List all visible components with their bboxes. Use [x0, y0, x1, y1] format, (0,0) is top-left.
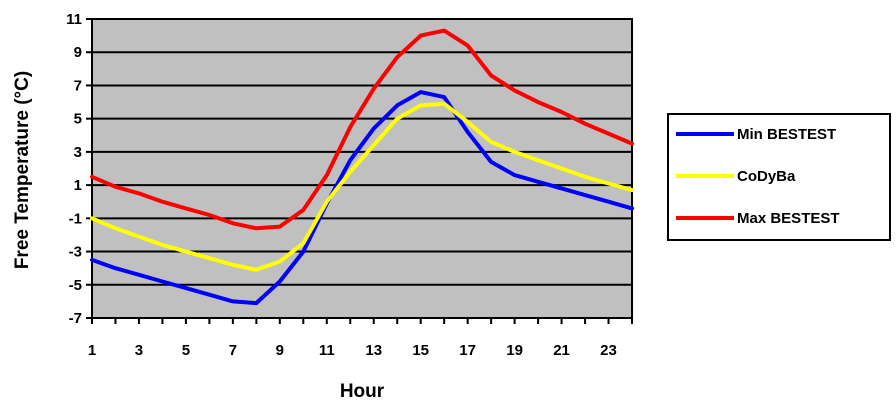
y-tick-label: 5: [74, 111, 82, 128]
series-line-max-bestest: [90, 28, 634, 231]
y-axis-ticks: -7 -5 -3 -1 1 3 5 7 9 11: [66, 11, 92, 327]
y-tick-label: -7: [69, 310, 82, 327]
y-tick-label: -5: [69, 277, 82, 294]
series-lines: [90, 28, 634, 306]
legend-label: Min BESTEST: [737, 126, 836, 143]
series-line-min-bestest: [90, 90, 634, 306]
x-tick-label: 3: [135, 342, 143, 359]
x-tick-label: 1: [88, 342, 96, 359]
plot-area: [91, 18, 633, 319]
y-axis-title: Free Temperature (°C): [12, 71, 33, 269]
y-tick-label: 1: [74, 177, 82, 194]
x-axis-ticks: 1 3 5 7 9 11 13 15 17 19 21 23: [88, 318, 633, 359]
legend: Min BESTEST CoDyBa Max BESTEST: [667, 113, 891, 241]
x-axis-title: Hour: [340, 381, 385, 402]
x-tick-label: 13: [365, 342, 382, 359]
y-tick-label: 9: [74, 44, 82, 61]
x-tick-label: 21: [553, 342, 570, 359]
y-tick-label: -3: [69, 244, 82, 261]
y-tick-label: 11: [66, 11, 82, 28]
legend-label: Max BESTEST: [737, 210, 840, 227]
x-tick-label: 19: [506, 342, 523, 359]
x-tick-label: 23: [600, 342, 617, 359]
y-tick-label: 3: [74, 144, 82, 161]
x-tick-label: 11: [319, 342, 335, 359]
x-tick-label: 15: [412, 342, 429, 359]
y-tick-label: -1: [69, 210, 82, 227]
x-tick-label: 7: [229, 342, 237, 359]
x-tick-label: 5: [182, 342, 190, 359]
legend-label: CoDyBa: [737, 168, 796, 185]
x-tick-label: 17: [459, 342, 476, 359]
x-tick-label: 9: [276, 342, 284, 359]
y-tick-label: 7: [74, 77, 82, 94]
series-line-codyba: [90, 101, 634, 272]
